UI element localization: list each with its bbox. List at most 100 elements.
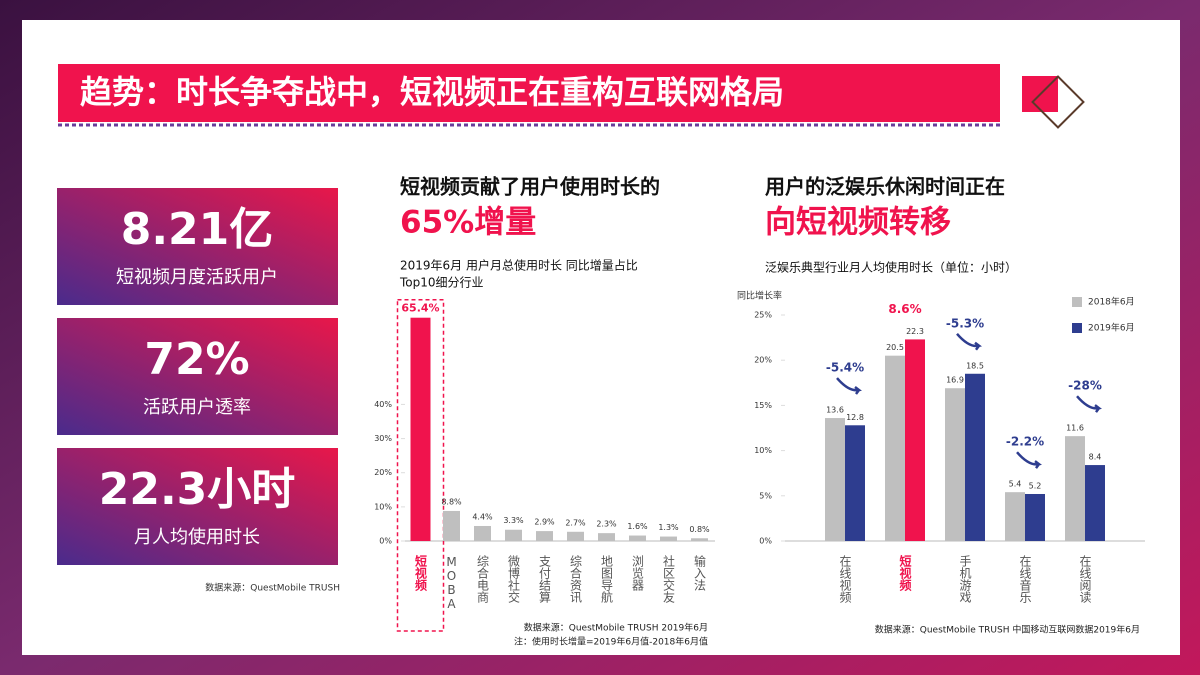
stat-card [57, 188, 338, 305]
value-label: 22.3 [906, 327, 924, 336]
slide-title: 趋势：时长争夺战中，短视频正在重构互联网格局 [80, 73, 784, 111]
value-label: 12.8 [846, 413, 864, 422]
value-label: 2.9% [534, 518, 555, 527]
y-tick-label: 15% [754, 401, 772, 410]
x-tick-label: 手机游戏 [958, 555, 972, 604]
bar [945, 388, 965, 541]
value-label: 8.8% [441, 497, 462, 506]
x-tick-label: 地图导航 [600, 555, 614, 604]
highlight-box [396, 298, 445, 632]
chart-headline: 短视频贡献了用户使用时长的 [400, 175, 660, 199]
value-label: 18.5 [966, 361, 984, 370]
bar [1065, 436, 1085, 541]
value-label: 13.6 [826, 406, 844, 415]
x-tick-label: 浏览器 [631, 555, 645, 592]
chart-left: 短视频贡献了用户使用时长的 65%增量 2019年6月 用户月总使用时长 同比增量占… [374, 175, 715, 648]
x-tick-label: 微博社交 [507, 555, 521, 604]
value-label: 16.9 [946, 376, 964, 385]
bar [567, 531, 584, 541]
title-banner [58, 64, 1000, 122]
x-tick-label: 综合电商 [476, 555, 490, 604]
value-label: 2.7% [565, 518, 586, 527]
bar [660, 536, 677, 541]
chart-subtitle: 泛娱乐典型行业月人均使用时长（单位：小时） [765, 260, 1017, 275]
stat-value: 8.21亿 [121, 204, 274, 255]
x-tick-label: 综合资讯 [569, 555, 583, 604]
x-tick-label: 输入法 [693, 554, 707, 591]
x-tick-label: 在线阅读 [1078, 555, 1092, 604]
legend-label: 2019年6月 [1088, 322, 1135, 334]
bar [1005, 492, 1025, 541]
y-tick-label: 5% [759, 491, 772, 500]
legend-swatch [1072, 323, 1082, 333]
value-label: 1.3% [658, 523, 679, 532]
y-tick-label: 10% [754, 446, 772, 455]
stat-card [57, 318, 338, 435]
bar [536, 531, 553, 541]
value-label: 4.4% [472, 512, 493, 521]
growth-arrow [1016, 451, 1042, 469]
y-axis-label: 同比增长率 [737, 290, 782, 302]
bar [1025, 493, 1045, 541]
x-tick-label: MOBA [445, 555, 459, 611]
bar [598, 533, 615, 541]
value-label: 20.5 [886, 343, 904, 352]
y-tick-label: 40% [374, 400, 392, 409]
stat-label: 月人均使用时长 [134, 527, 260, 548]
chart-highlight: 65%增量 [400, 205, 536, 241]
value-label: 65.4% [401, 302, 439, 315]
growth-arrow [836, 377, 862, 395]
value-label: 3.3% [503, 516, 524, 525]
bar [965, 373, 985, 541]
x-tick-label: 在线音乐 [1018, 555, 1032, 603]
legend-label: 2018年6月 [1088, 296, 1135, 308]
x-tick-label: 在线视频 [838, 555, 852, 604]
chart-highlight: 向短视频转移 [765, 205, 951, 241]
growth-label: -5.4% [826, 361, 864, 375]
value-label: 11.6 [1066, 424, 1084, 433]
x-tick-label: 社区交友 [662, 554, 676, 603]
growth-label: -5.3% [946, 316, 984, 330]
y-tick-label: 20% [374, 468, 392, 477]
bar [1085, 465, 1105, 541]
stat-label: 活跃用户透率 [143, 397, 251, 418]
bar [474, 525, 491, 541]
bar [845, 425, 865, 541]
bar [410, 317, 431, 541]
y-tick-label: 30% [374, 434, 392, 443]
growth-arrow [956, 332, 982, 351]
stat-label: 短视频月度活跃用户 [116, 267, 278, 288]
y-tick-label: 20% [754, 356, 772, 365]
x-tick-label: 支付结算 [538, 555, 552, 603]
x-tick-label: 短视频 [414, 554, 428, 592]
chart-note: 数据来源：QuestMobile TRUSH 2019年6月 [524, 622, 708, 634]
stat-value: 72% [144, 334, 249, 385]
growth-label: -2.2% [1006, 435, 1044, 449]
bar [905, 339, 925, 541]
stat-value: 22.3小时 [99, 464, 296, 515]
y-tick-label: 0% [379, 537, 392, 546]
legend-swatch [1072, 297, 1082, 307]
value-label: 5.4 [1009, 480, 1022, 489]
x-tick-label: 短视频 [898, 554, 912, 592]
value-label: 1.6% [627, 522, 648, 531]
chart-headline: 用户的泛娱乐休闲时间正在 [765, 175, 1005, 199]
growth-label: -28% [1068, 379, 1102, 393]
chart-subtitle: 2019年6月 用户月总使用时长 同比增量占比 [400, 258, 638, 273]
value-label: 5.2 [1029, 481, 1042, 490]
y-tick-label: 0% [759, 537, 772, 546]
value-label: 2.3% [596, 520, 617, 529]
growth-label: 8.6% [888, 302, 921, 316]
chart-subtitle: Top10细分行业 [399, 276, 484, 290]
bar [691, 538, 708, 541]
bar [825, 418, 845, 541]
bar [885, 355, 905, 541]
stats-source: 数据来源：QuestMobile TRUSH [205, 582, 340, 594]
y-tick-label: 25% [754, 311, 772, 320]
value-label: 0.8% [689, 525, 710, 534]
chart-note: 注：使用时长增量=2019年6月值-2018年6月值 [514, 636, 708, 648]
deco-diamond [1031, 75, 1085, 129]
